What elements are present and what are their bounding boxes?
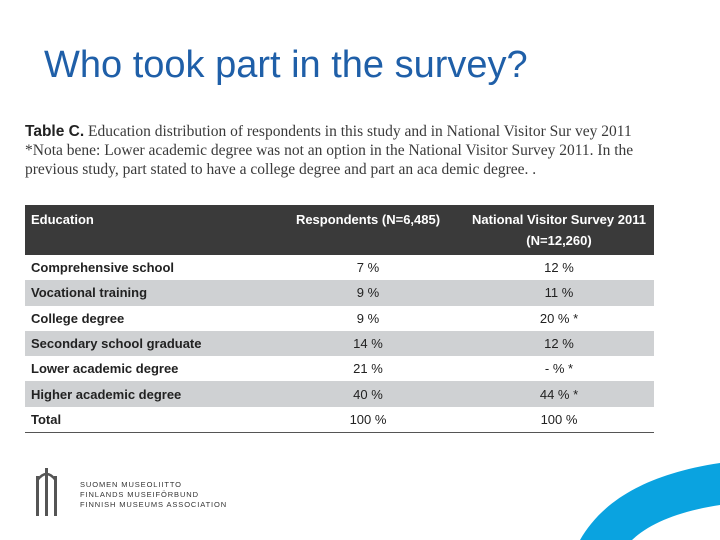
caption-text: Education distribution of respondents in… <box>25 123 634 178</box>
cell-education: Secondary school graduate <box>31 336 202 352</box>
museum-association-logo-icon <box>36 468 57 516</box>
slide-title: Who took part in the survey? <box>44 44 528 86</box>
cell-respondents: 9 % <box>356 310 380 326</box>
table-row-total: Total 100 % 100 % <box>25 406 654 434</box>
cell-nvs: 12 % <box>544 336 574 352</box>
cell-respondents: 9 % <box>356 285 380 301</box>
cell-education: Higher academic degree <box>31 386 182 402</box>
table-row: Comprehensive school 7 % 12 % <box>25 255 654 280</box>
cell-education: Total <box>25 406 272 434</box>
cell-education: Lower academic degree <box>31 361 179 377</box>
cell-education: College degree <box>31 310 125 326</box>
table-row: Lower academic degree 21 % - % * <box>25 356 654 381</box>
table-caption: Table C. Education distribution of respo… <box>25 122 665 179</box>
cell-nvs: 12 % <box>544 260 574 276</box>
cell-nvs: 44 % * <box>539 386 579 402</box>
cell-nvs: 20 % * <box>539 310 579 326</box>
header-respondents: Respondents (N=6,485) <box>295 212 441 227</box>
table-row: Higher academic degree 40 % 44 % * <box>25 381 654 407</box>
table-row: Vocational training 9 % 11 % <box>25 280 654 306</box>
logo-line-en: FINNISH MUSEUMS ASSOCIATION <box>80 500 228 509</box>
cell-respondents: 40 % <box>353 386 383 402</box>
cell-respondents: 14 % <box>353 336 383 352</box>
logo-line-fi: SUOMEN MUSEOLIITTO <box>80 480 182 489</box>
cell-respondents: 100 % <box>272 406 464 434</box>
cell-respondents: 7 % <box>356 260 380 276</box>
logo-line-sv: FINLANDS MUSEIFÖRBUND <box>80 490 199 499</box>
cell-education: Comprehensive school <box>31 260 175 276</box>
cell-education: Vocational training <box>31 285 148 301</box>
education-table: Education Respondents (N=6,485) National… <box>25 205 654 434</box>
header-education: Education <box>31 212 94 227</box>
header-nvs: National Visitor Survey 2011 (N=12,260) <box>472 212 646 248</box>
table-row: Secondary school graduate 14 % 12 % <box>25 330 654 357</box>
cell-respondents: 21 % <box>353 361 383 377</box>
corner-accent-shape <box>580 463 720 540</box>
table-header-row: Education Respondents (N=6,485) National… <box>25 205 654 255</box>
cell-nvs: 100 % <box>464 406 654 434</box>
cell-nvs: 11 % <box>544 285 574 301</box>
table-row: College degree 9 % 20 % * <box>25 306 654 331</box>
cell-nvs: - % * <box>544 361 574 377</box>
caption-label: Table C. <box>25 123 85 140</box>
logo-text: SUOMEN MUSEOLIITTO FINLANDS MUSEIFÖRBUND… <box>80 480 227 510</box>
